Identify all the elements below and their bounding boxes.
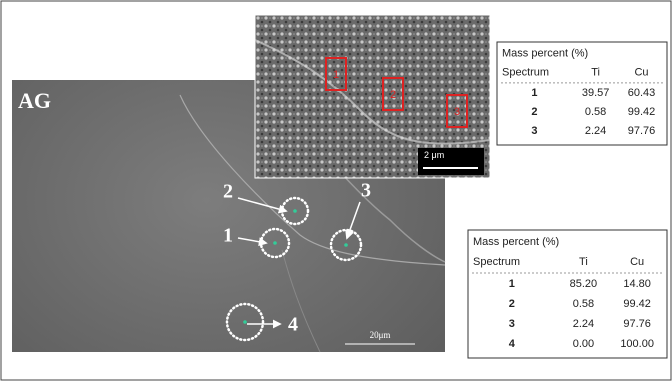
table-cell: 60.43 <box>628 87 656 99</box>
inset-scale-label: 2 μm <box>424 150 444 160</box>
table-cell: 39.57 <box>582 87 610 99</box>
table-cell: 1 <box>531 87 537 99</box>
table-cell: 2 <box>509 298 515 310</box>
inset-region-label: 1 <box>333 69 339 81</box>
main-scale-label: 20μm <box>370 330 391 340</box>
table-cell: 97.76 <box>628 125 656 137</box>
table-cell: 0.00 <box>573 338 594 350</box>
table-header: Ti <box>591 66 600 78</box>
table-title: Mass percent (%) <box>502 47 588 59</box>
spectrum-point <box>273 241 277 245</box>
table-header: Cu <box>630 256 644 268</box>
table-cell: 3 <box>509 318 515 330</box>
table-cell: 2 <box>531 106 537 118</box>
table-cell: 0.58 <box>585 106 606 118</box>
table-cell: 2.24 <box>585 125 606 137</box>
spectrum-label: 2 <box>223 181 233 203</box>
table-header: Cu <box>634 66 648 78</box>
table-header: Spectrum <box>502 66 549 78</box>
data-table: Mass percent (%) Spectrum Ti Cu 1 85.20 14.80 2… <box>468 230 667 358</box>
table-cell: 2.24 <box>573 318 594 330</box>
figure: AG 2 μm 20μm Mass percent (%) Spectrum Ti C… <box>0 0 672 381</box>
table-cell: 100.00 <box>620 338 654 350</box>
spectrum-label: 4 <box>288 314 298 336</box>
table-cell: 14.80 <box>623 278 651 290</box>
table-title: Mass percent (%) <box>473 236 559 248</box>
image-label: AG <box>18 88 51 113</box>
table-header: Ti <box>579 256 588 268</box>
table-cell: 99.42 <box>623 298 651 310</box>
table-cell: 4 <box>509 338 516 350</box>
spectrum-point <box>344 243 348 247</box>
page: AG 2 μm 20μm Mass percent (%) Spectrum Ti C… <box>0 0 672 381</box>
table-header: Spectrum <box>473 256 520 268</box>
spectrum-point <box>243 320 247 324</box>
spectrum-label: 3 <box>361 180 371 202</box>
inset-region-label: 3 <box>454 106 460 118</box>
spectrum-label: 1 <box>223 225 233 247</box>
spectrum-point <box>293 209 297 213</box>
data-table: Mass percent (%) Spectrum Ti Cu 1 39.57 60.43 2… <box>497 42 667 145</box>
table-cell: 3 <box>531 125 537 137</box>
table-cell: 97.76 <box>623 318 651 330</box>
inset-region-label: 2 <box>390 89 396 101</box>
table-cell: 0.58 <box>573 298 594 310</box>
table-cell: 85.20 <box>570 278 598 290</box>
table-cell: 1 <box>509 278 515 290</box>
table-cell: 99.42 <box>628 106 656 118</box>
